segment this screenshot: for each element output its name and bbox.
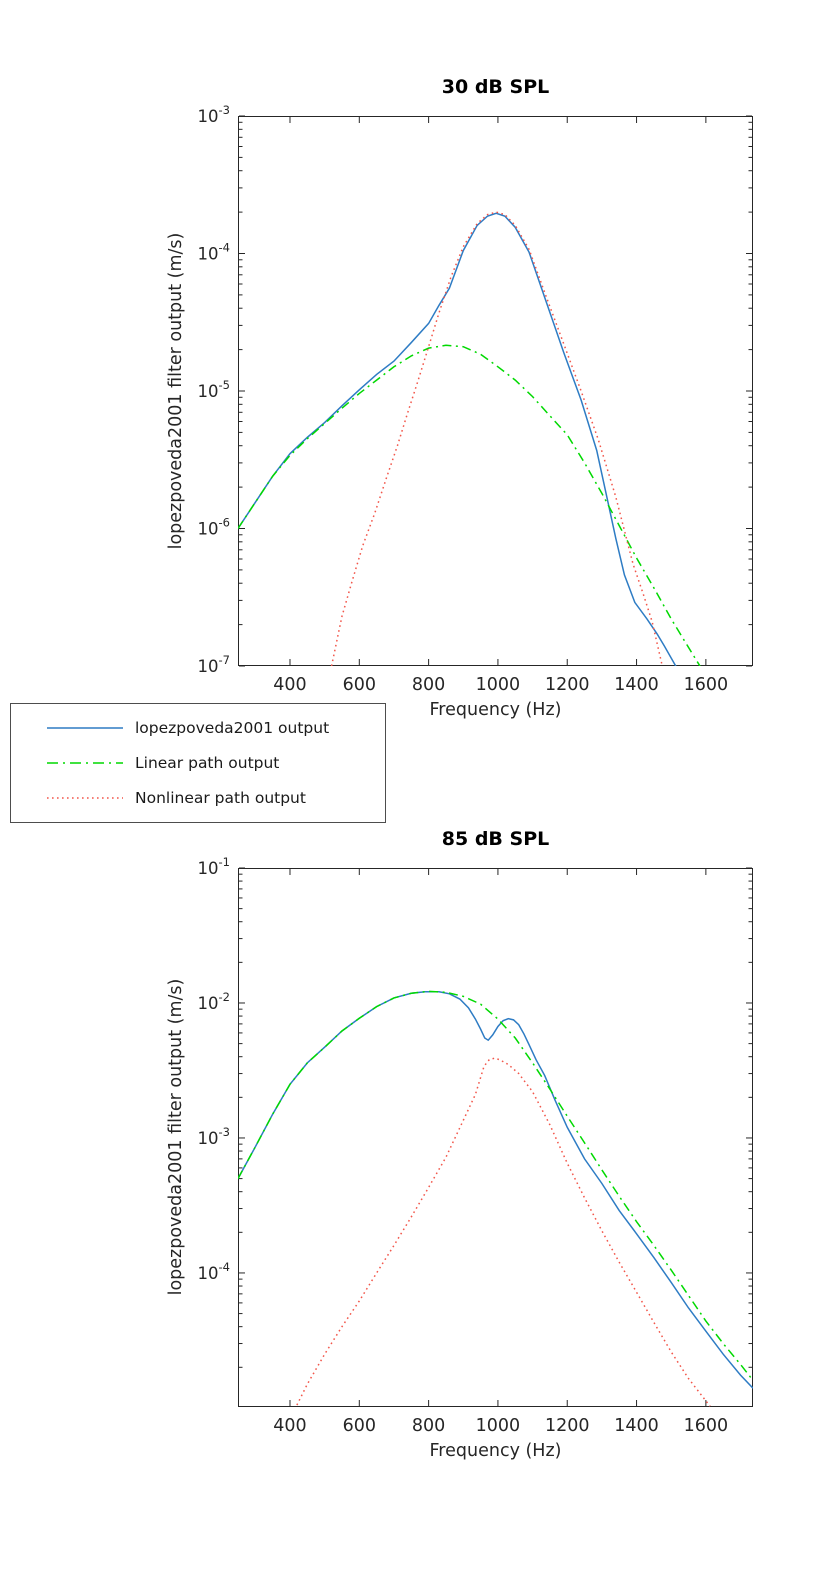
y-tick-label: 10-1 bbox=[198, 855, 230, 878]
x-tick-label: 1200 bbox=[545, 675, 590, 695]
axes-30-db-spl: 400 600 800 1000 1200 1400 1600 10-3 10-4 10-5 10-… bbox=[198, 103, 753, 695]
legend-item-nonlinear-path: Nonlinear path output bbox=[11, 789, 385, 807]
legend-item-linear-path: Linear path output bbox=[11, 754, 385, 772]
axes-box bbox=[238, 868, 753, 1407]
y-tick-label: 10-3 bbox=[198, 1125, 230, 1148]
x-tick-label: 1000 bbox=[476, 675, 521, 695]
curve-lopezpoveda2001-output bbox=[238, 212, 677, 666]
x-tick-label: 800 bbox=[412, 675, 445, 695]
x-tick-label: 400 bbox=[273, 1416, 306, 1436]
curve-linear-path-output bbox=[238, 990, 753, 1381]
legend-label: lopezpoveda2001 output bbox=[135, 718, 330, 737]
x-tick-label: 1600 bbox=[684, 675, 729, 695]
y-tick-label: 10-3 bbox=[198, 103, 230, 126]
x-axis-label-85db: Frequency (Hz) bbox=[429, 1441, 562, 1461]
legend-label: Linear path output bbox=[135, 753, 280, 772]
x-tick-label: 1600 bbox=[684, 1416, 729, 1436]
legend-line-solid-icon bbox=[47, 726, 123, 729]
y-tick-label: 10-6 bbox=[198, 516, 230, 539]
x-tick-label: 600 bbox=[343, 675, 376, 695]
y-tick-label: 10-5 bbox=[198, 378, 230, 401]
axes-85-db-spl: 400 600 800 1000 1200 1400 1600 10-1 10-2 10-3 10-… bbox=[198, 855, 753, 1436]
plot-title-30db: 30 dB SPL bbox=[441, 76, 550, 98]
y-axis-label-30db: lopezpoveda2001 filter output (m/s) bbox=[166, 232, 186, 550]
legend-line-dotted-icon bbox=[47, 797, 123, 800]
y-tick-label: 10-2 bbox=[198, 990, 230, 1013]
curve-nonlinear-path-output bbox=[296, 1057, 711, 1407]
x-axis-label-30db: Frequency (Hz) bbox=[429, 700, 562, 720]
x-tick-label: 600 bbox=[343, 1416, 376, 1436]
axes-box bbox=[238, 116, 753, 666]
y-axis-label-85db: lopezpoveda2001 filter output (m/s) bbox=[166, 978, 186, 1296]
x-tick-label: 400 bbox=[273, 675, 306, 695]
legend-item-lopezpoveda2001: lopezpoveda2001 output bbox=[11, 719, 385, 737]
legend-box: lopezpoveda2001 output Linear path outpu… bbox=[10, 703, 386, 823]
y-tick-label: 10-7 bbox=[198, 653, 230, 676]
x-tick-label: 1400 bbox=[614, 675, 659, 695]
curve-nonlinear-path-output bbox=[330, 211, 664, 666]
x-tick-label: 1200 bbox=[545, 1416, 590, 1436]
x-tick-label: 800 bbox=[412, 1416, 445, 1436]
x-tick-label: 1400 bbox=[614, 1416, 659, 1436]
x-tick-label: 1000 bbox=[476, 1416, 521, 1436]
plot-title-85db: 85 dB SPL bbox=[441, 828, 550, 850]
legend-label: Nonlinear path output bbox=[135, 789, 306, 808]
y-tick-label: 10-4 bbox=[198, 241, 230, 264]
curve-lopezpoveda2001-output bbox=[238, 991, 753, 1389]
curve-linear-path-output bbox=[238, 344, 701, 666]
y-tick-label: 10-4 bbox=[198, 1260, 230, 1283]
legend-line-dashdot-icon bbox=[47, 762, 123, 764]
